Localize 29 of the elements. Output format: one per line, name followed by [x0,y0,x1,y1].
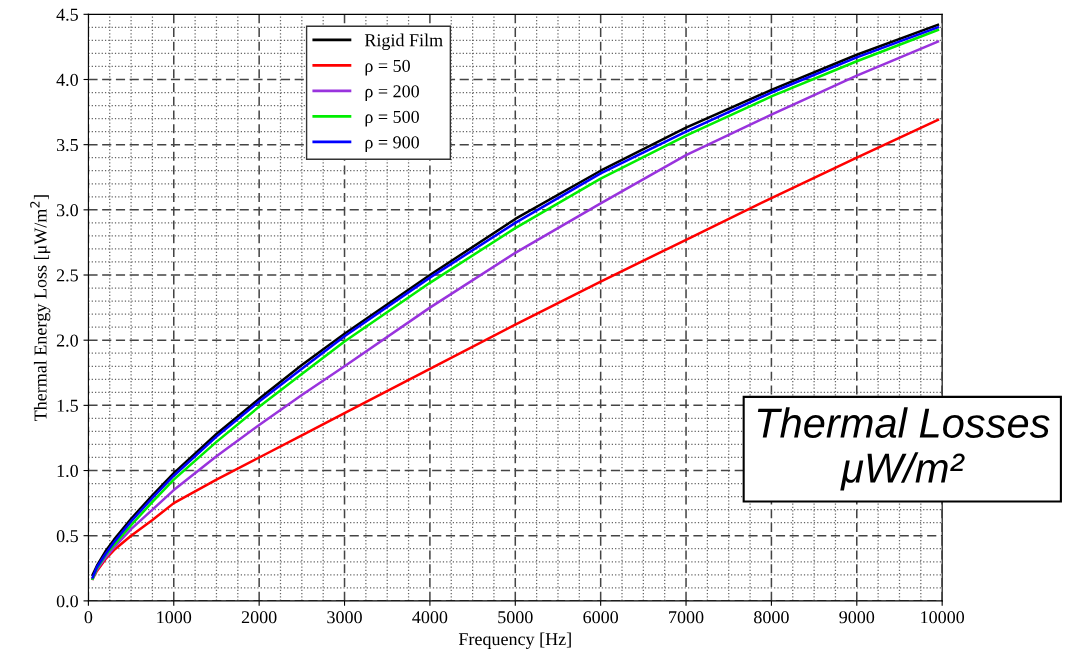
x-tick-label: 10000 [921,611,965,624]
x-tick-label: 2000 [241,611,277,624]
legend-label: ρ = 200 [365,85,419,102]
y-tick-label: 0.0 [56,595,78,608]
legend-label: Rigid Film [364,33,443,51]
y-tick-label: 1.5 [57,399,78,412]
legend-label: ρ = 900 [365,136,419,153]
x-tick-label: 1000 [157,611,192,624]
legend-label: ρ = 50 [365,59,410,76]
y-tick-label: 4.5 [56,8,78,21]
y-tick-label: 3.5 [56,138,78,152]
x-tick-label: 8000 [754,611,789,624]
x-tick-label: 7000 [669,611,704,624]
y-tick-label: 1.0 [57,464,78,478]
x-axis-title: Frequency [Hz] [458,632,571,649]
x-tick-label: 4000 [412,611,448,624]
x-tick-label: 6000 [583,611,619,624]
y-tick-label: 3.0 [56,204,78,217]
legend-label: ρ = 500 [365,110,419,127]
y-tick-label: 2.5 [56,269,78,282]
y-axis-title: Thermal Energy Loss [μW/m$^{2}$] [30,195,51,422]
annotation: Thermal Losses μW/m² [757,407,1050,491]
y-tick-label: 2.0 [56,334,78,347]
x-tick-label: 5000 [498,611,533,624]
y-tick-label: 4.0 [56,73,78,87]
x-tick-label: 0 [84,611,93,624]
y-tick-label: 0.5 [56,529,78,543]
x-tick-label: 3000 [327,611,362,624]
x-tick-label: 9000 [839,611,875,624]
